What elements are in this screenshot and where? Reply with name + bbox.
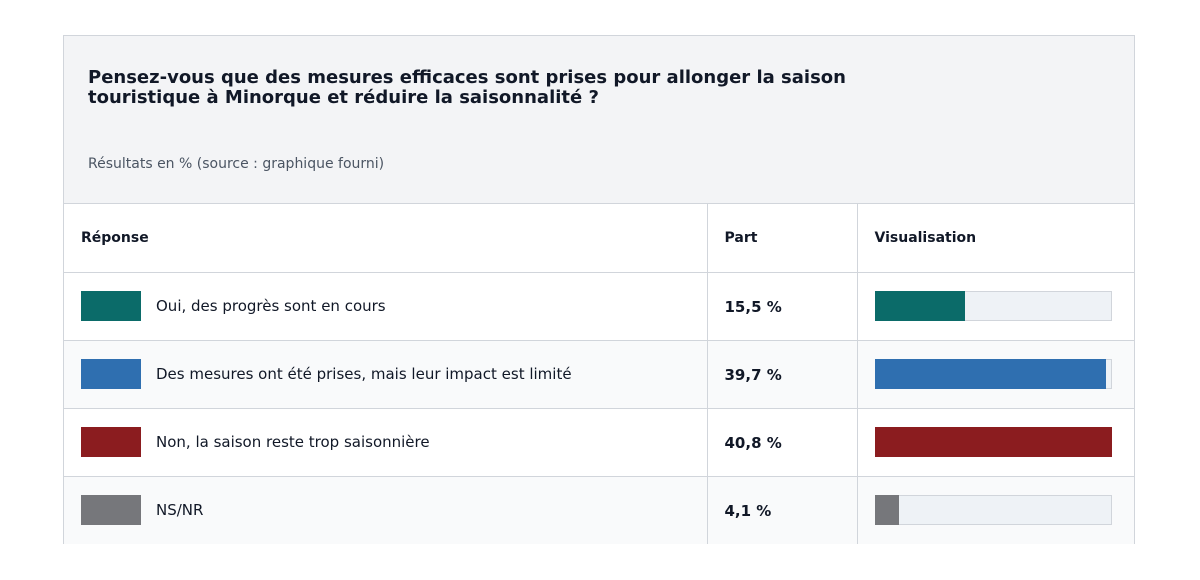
chart-subtitle: Résultats en % (source : graphique fourn… [88,156,385,172]
bar [874,427,1112,457]
share-cell: 40,8 % [706,408,857,477]
response-cell: Des mesures ont été prises, mais leur im… [64,340,707,409]
share-cell: 39,7 % [706,340,857,409]
table-header-row: Réponse Part Visualisation [64,204,1134,273]
bar [874,495,899,526]
visual-cell [856,476,1134,544]
share-cell: 15,5 % [706,272,857,341]
share-cell: 4,1 % [706,476,857,544]
response-cell: Oui, des progrès sont en cours [64,272,707,341]
visual-cell [856,408,1134,477]
bar [874,359,1106,389]
response-cell: Non, la saison reste trop saisonnière [64,408,707,477]
table-row: Non, la saison reste trop saisonnière 40,… [64,408,1134,477]
column-header-response: Réponse [64,204,707,273]
bar-track [874,495,1112,526]
results-table: Réponse Part Visualisation Oui, des prog… [64,204,1134,544]
table-body: Oui, des progrès sont en cours 15,5 % Des … [64,272,1134,544]
bar-track [874,291,1112,321]
data-label: 39,7 % [724,365,782,384]
data-label: 4,1 % [724,501,772,520]
category-label: NS/NR [156,501,204,520]
legend-swatch [81,427,141,457]
bar-track [874,359,1112,389]
legend-swatch [81,359,141,389]
table-row: Oui, des progrès sont en cours 15,5 % [64,272,1134,341]
legend-swatch [81,291,141,321]
category-label: Des mesures ont été prises, mais leur im… [156,365,572,383]
response-cell: NS/NR [64,476,707,544]
table-row: NS/NR 4,1 % [64,476,1134,544]
bar-track [874,427,1112,457]
column-header-visual: Visualisation [856,204,1134,273]
visual-cell [856,340,1134,409]
chart-title: Pensez-vous que des mesures efficaces so… [88,67,846,108]
card-header: Pensez-vous que des mesures efficaces so… [64,36,1134,204]
category-label: Non, la saison reste trop saisonnière [156,433,430,451]
legend-swatch [81,495,141,526]
data-label: 15,5 % [724,297,782,316]
survey-card: Pensez-vous que des mesures efficaces so… [63,35,1135,544]
visual-cell [856,272,1134,341]
category-label: Oui, des progrès sont en cours [156,297,386,315]
column-header-share: Part [706,204,857,273]
data-label: 40,8 % [724,433,782,452]
table-row: Des mesures ont été prises, mais leur im… [64,340,1134,409]
bar [874,291,965,321]
